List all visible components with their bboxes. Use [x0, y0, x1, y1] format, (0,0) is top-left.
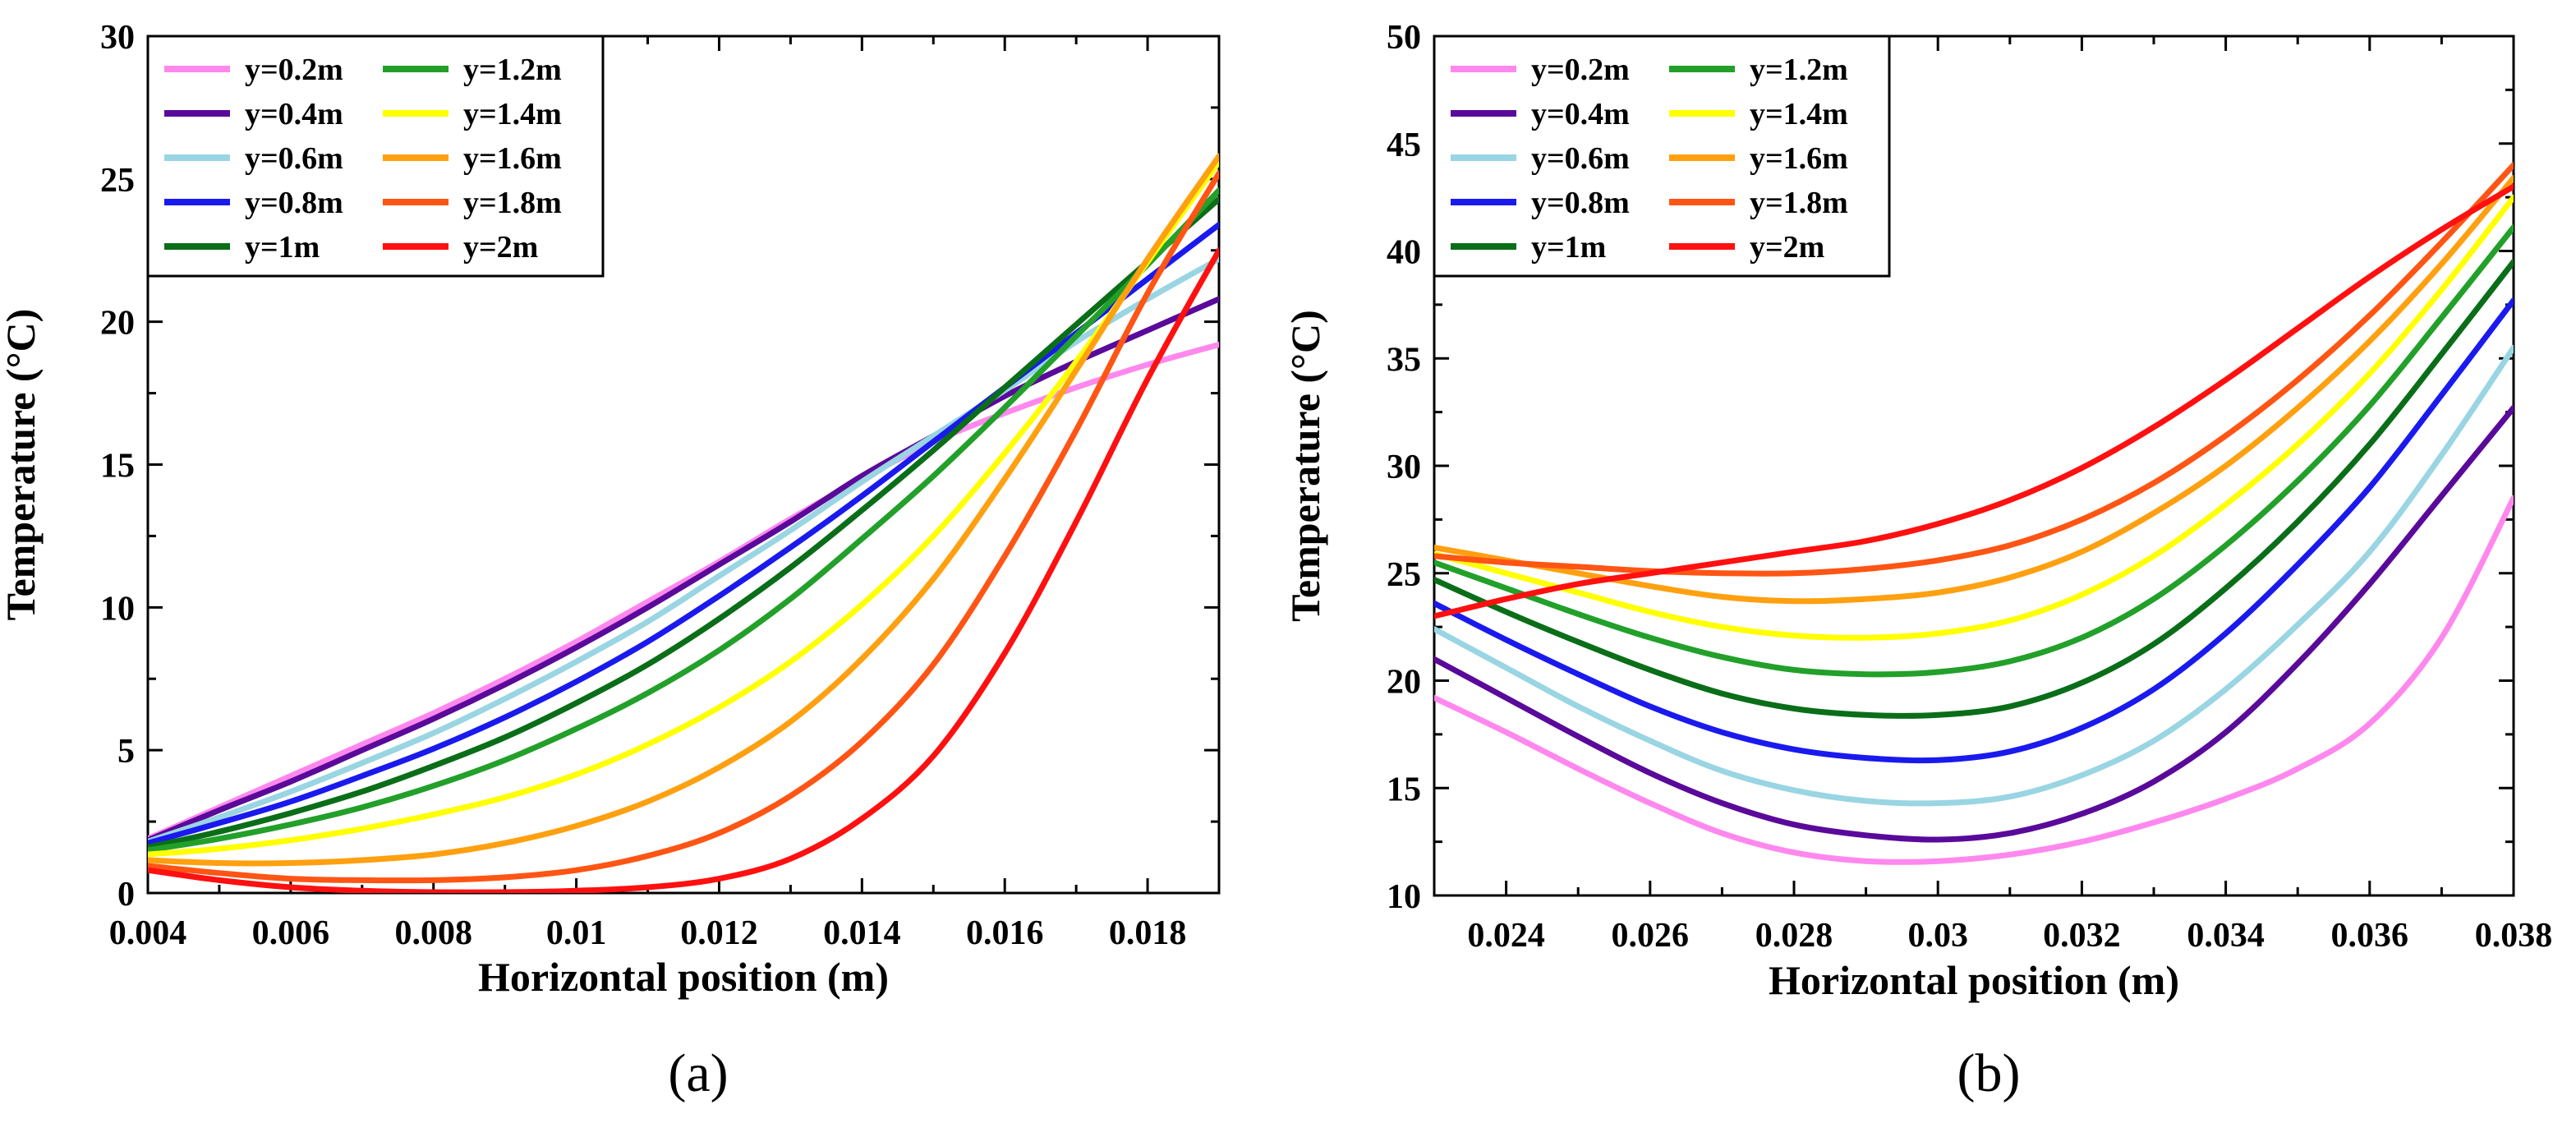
legend-label-a: y=0.8m — [245, 186, 343, 220]
x-tick-label-b: 0.028 — [1755, 917, 1833, 955]
series-line-a-y0.8m — [148, 222, 1219, 846]
panel-label-b: (b) — [1957, 1043, 2021, 1103]
series-line-a-y1.6m — [148, 153, 1219, 867]
y-axis-title-b: Temperature (°C) — [1282, 310, 1328, 622]
series-line-b-y1.6m — [1434, 175, 2514, 605]
series-line-a-y1.2m — [148, 187, 1219, 854]
y-tick-label-a: 0 — [117, 876, 135, 914]
y-tick-label-b: 20 — [1387, 664, 1421, 702]
y-tick-label-b: 40 — [1387, 234, 1421, 272]
series-line-b-y0.4m — [1434, 404, 2514, 843]
legend-label-b: y=1.8m — [1750, 186, 1848, 220]
x-tick-label-a: 0.004 — [109, 914, 187, 952]
x-tick-label-a: 0.016 — [966, 914, 1044, 952]
x-tick-label-a: 0.018 — [1109, 914, 1187, 952]
x-tick-label-b: 0.03 — [1907, 917, 1968, 955]
y-tick-label-b: 35 — [1387, 341, 1421, 379]
legend-label-a: y=1m — [245, 230, 320, 265]
x-tick-label-b: 0.038 — [2475, 917, 2553, 955]
series-line-b-y1.8m — [1434, 162, 2514, 577]
series-line-a-y0.2m — [148, 342, 1219, 842]
x-tick-label-b: 0.036 — [2331, 917, 2409, 955]
y-axis-title-a: Temperature (°C) — [0, 309, 44, 621]
panel-b-chart: 0.024 0.026 0.028 0.03 0.032 0.034 0.036 0.038 1… — [1282, 19, 2552, 1103]
x-tick-label-b: 0.026 — [1612, 917, 1690, 955]
panel-label-a: (a) — [668, 1043, 728, 1103]
series-line-a-y2m — [148, 247, 1219, 893]
legend-label-b: y=1.6m — [1750, 141, 1848, 176]
y-tick-label-a: 10 — [100, 590, 135, 628]
legend-label-a: y=0.4m — [245, 97, 343, 131]
series-line-a-y1.4m — [148, 159, 1219, 858]
series-line-a-y0.4m — [148, 296, 1219, 844]
x-tick-label-a: 0.01 — [546, 914, 607, 952]
series-group-b — [1434, 162, 2514, 865]
series-line-a-y1.8m — [148, 170, 1219, 884]
series-line-b-y0.6m — [1434, 344, 2514, 807]
series-line-b-y0.2m — [1434, 495, 2514, 865]
y-tick-label-b: 50 — [1387, 19, 1421, 57]
legend-label-b: y=0.8m — [1531, 186, 1630, 220]
x-axis-title-b: Horizontal position (m) — [1769, 957, 2179, 1003]
y-tick-label-a: 15 — [100, 448, 135, 486]
legend-label-a: y=1.2m — [463, 53, 562, 87]
x-tick-label-a: 0.008 — [394, 914, 472, 952]
series-line-b-y1m — [1434, 259, 2514, 719]
legend-label-b: y=0.6m — [1531, 141, 1630, 176]
legend-label-b: y=0.2m — [1531, 53, 1630, 87]
legend-label-a: y=0.6m — [245, 141, 343, 176]
y-tick-label-b: 45 — [1387, 127, 1421, 164]
y-tick-label-b: 25 — [1387, 556, 1421, 594]
y-tick-label-a: 5 — [117, 733, 135, 771]
legend-label-a: y=1.8m — [463, 186, 562, 220]
series-line-a-y0.6m — [148, 255, 1219, 845]
x-tick-label-b: 0.024 — [1467, 917, 1545, 955]
y-tick-label-b: 15 — [1387, 771, 1421, 808]
legend-label-b: y=1.4m — [1750, 97, 1848, 131]
series-line-b-y0.8m — [1434, 297, 2514, 764]
x-tick-label-b: 0.032 — [2043, 917, 2121, 955]
legend-label-b: y=1.2m — [1750, 53, 1848, 87]
x-axis-title-a: Horizontal position (m) — [478, 954, 889, 1000]
x-tick-label-a: 0.006 — [252, 914, 330, 952]
x-tick-label-a: 0.014 — [823, 914, 901, 952]
x-tick-label-a: 0.012 — [680, 914, 758, 952]
y-tick-label-b: 10 — [1387, 878, 1421, 916]
y-tick-label-a: 25 — [100, 162, 135, 200]
series-line-a-y1m — [148, 196, 1219, 850]
legend-label-b: y=2m — [1750, 230, 1824, 265]
legend-label-b: y=0.4m — [1531, 97, 1630, 131]
legend-label-b: y=1m — [1531, 230, 1606, 265]
y-tick-label-a: 30 — [100, 19, 135, 57]
series-group-a — [148, 153, 1219, 893]
series-line-b-y2m — [1434, 183, 2514, 619]
legend-label-a: y=1.4m — [463, 97, 562, 131]
x-tick-label-b: 0.034 — [2187, 917, 2265, 955]
series-line-b-y1.4m — [1434, 194, 2514, 641]
legend-label-a: y=2m — [463, 230, 538, 265]
panel-a-chart: 0.004 0.006 0.008 0.01 0.012 0.014 0.016 0.018 0… — [0, 19, 1221, 1103]
legend-label-a: y=0.2m — [245, 53, 343, 87]
y-tick-label-b: 30 — [1387, 449, 1421, 486]
y-tick-label-a: 20 — [100, 305, 135, 343]
series-line-b-y1.2m — [1434, 224, 2514, 678]
legend-label-a: y=1.6m — [463, 141, 562, 176]
